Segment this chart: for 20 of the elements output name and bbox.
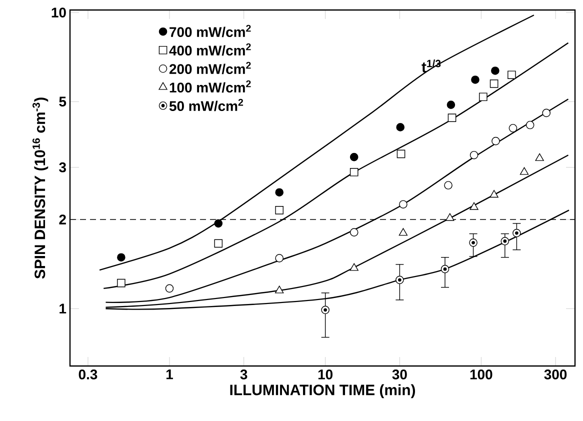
y-tick-label: 1 bbox=[60, 304, 66, 314]
annotation: t$^{1/3}$ bbox=[422, 60, 441, 72]
legend-label: 400 mW/cm$^{2}$ bbox=[169, 43, 251, 56]
legend-label: 50 mW/cm$^{2}$ bbox=[169, 98, 244, 112]
y-tick-label: 2 bbox=[59, 214, 66, 224]
x-tick-label: 1 bbox=[166, 370, 173, 380]
y-tick-label: 10 bbox=[52, 8, 66, 18]
x-tick-label: 0.3 bbox=[78, 370, 98, 380]
legend-label: 200 mW/cm$^{2}$ bbox=[169, 62, 251, 74]
x-tick-label: 3 bbox=[240, 370, 248, 380]
legend-label: 100 mW/cm$^{2}$ bbox=[170, 80, 251, 93]
y-axis-title: SPIN DENSITY (10$^{16}$ cm$^{-3}$) bbox=[32, 98, 48, 279]
x-tick-label: 10 bbox=[318, 370, 333, 380]
x-axis-title: ILLUMINATION TIME (min) bbox=[230, 384, 416, 398]
legend-label: 700 mW/cm$^{2}$ bbox=[170, 24, 251, 38]
x-tick-label: 100 bbox=[470, 370, 492, 380]
y-tick-label: 3 bbox=[59, 162, 66, 172]
y-tick-label: 5 bbox=[59, 96, 66, 107]
x-tick-label: 30 bbox=[392, 370, 407, 380]
x-tick-label: 300 bbox=[544, 370, 567, 380]
